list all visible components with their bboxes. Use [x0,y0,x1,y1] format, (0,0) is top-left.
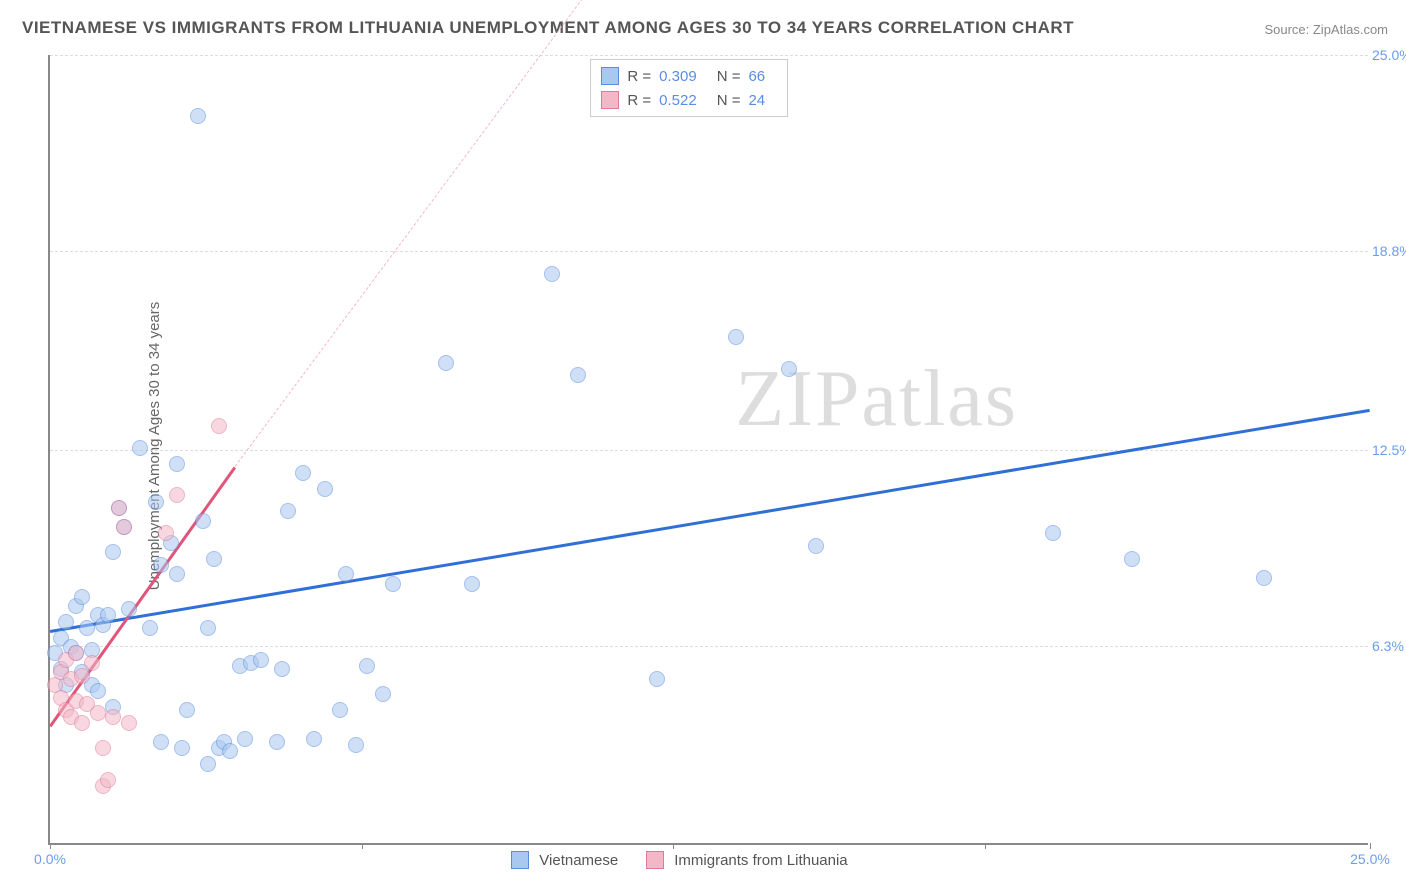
data-point [338,566,354,582]
legend-swatch [646,851,664,869]
legend-swatch [511,851,529,869]
legend-row: R = 0.522 N = 24 [601,88,777,112]
data-point [464,576,480,592]
legend-r-label: R = [627,92,651,109]
data-point [169,566,185,582]
data-point [84,655,100,671]
y-tick-label: 12.5% [1372,442,1406,458]
data-point [1045,525,1061,541]
legend-series-label: Immigrants from Lithuania [674,852,847,869]
data-point [385,576,401,592]
legend-r-value: 0.309 [659,68,697,85]
legend-n-value: 66 [748,68,765,85]
data-point [121,715,137,731]
data-point [58,614,74,630]
data-point [195,513,211,529]
data-point [211,418,227,434]
data-point [74,589,90,605]
data-point [359,658,375,674]
data-point [132,440,148,456]
legend-swatch [601,67,619,85]
y-tick-label: 18.8% [1372,243,1406,259]
series-legend: Vietnamese Immigrants from Lithuania [511,851,865,869]
data-point [100,607,116,623]
data-point [781,361,797,377]
source-attribution: Source: ZipAtlas.com [1264,22,1388,37]
x-tick-label: 0.0% [34,851,66,867]
x-tick-mark [1370,843,1371,849]
data-point [121,601,137,617]
data-point [111,500,127,516]
chart-title: VIETNAMESE VS IMMIGRANTS FROM LITHUANIA … [22,18,1074,38]
data-point [317,481,333,497]
legend-row: R = 0.309 N = 66 [601,64,777,88]
data-point [158,525,174,541]
data-point [237,731,253,747]
data-point [438,355,454,371]
data-point [116,519,132,535]
data-point [206,551,222,567]
scatter-plot-area: ZIPatlas 6.3%12.5%18.8%25.0%0.0%25.0%R =… [48,55,1368,845]
data-point [253,652,269,668]
data-point [148,494,164,510]
legend-n-value: 24 [748,92,765,109]
data-point [295,465,311,481]
data-point [153,557,169,573]
data-point [169,487,185,503]
data-point [190,108,206,124]
data-point [348,737,364,753]
gridline [50,251,1368,252]
trend-line [50,409,1370,633]
data-point [179,702,195,718]
x-tick-mark [50,843,51,849]
data-point [222,743,238,759]
data-point [153,734,169,750]
legend-r-label: R = [627,68,651,85]
y-tick-label: 6.3% [1372,638,1406,654]
correlation-legend: R = 0.309 N = 66 R = 0.522 N = 24 [590,59,788,117]
x-tick-mark [673,843,674,849]
data-point [200,756,216,772]
data-point [269,734,285,750]
data-point [74,715,90,731]
data-point [274,661,290,677]
data-point [332,702,348,718]
legend-series-label: Vietnamese [539,852,618,869]
data-point [100,772,116,788]
gridline [50,55,1368,56]
gridline [50,646,1368,647]
legend-n-label: N = [717,68,741,85]
data-point [1256,570,1272,586]
data-point [105,544,121,560]
legend-r-value: 0.522 [659,92,697,109]
data-point [169,456,185,472]
data-point [68,645,84,661]
data-point [200,620,216,636]
legend-swatch [601,91,619,109]
data-point [74,668,90,684]
data-point [306,731,322,747]
data-point [142,620,158,636]
data-point [375,686,391,702]
data-point [808,538,824,554]
data-point [174,740,190,756]
data-point [728,329,744,345]
x-tick-label: 25.0% [1350,851,1390,867]
data-point [280,503,296,519]
x-tick-mark [985,843,986,849]
legend-n-label: N = [717,92,741,109]
data-point [544,266,560,282]
x-tick-mark [362,843,363,849]
data-point [649,671,665,687]
data-point [90,705,106,721]
watermark: ZIPatlas [735,354,1018,445]
data-point [570,367,586,383]
data-point [105,709,121,725]
data-point [95,740,111,756]
y-tick-label: 25.0% [1372,47,1406,63]
data-point [1124,551,1140,567]
data-point [79,620,95,636]
